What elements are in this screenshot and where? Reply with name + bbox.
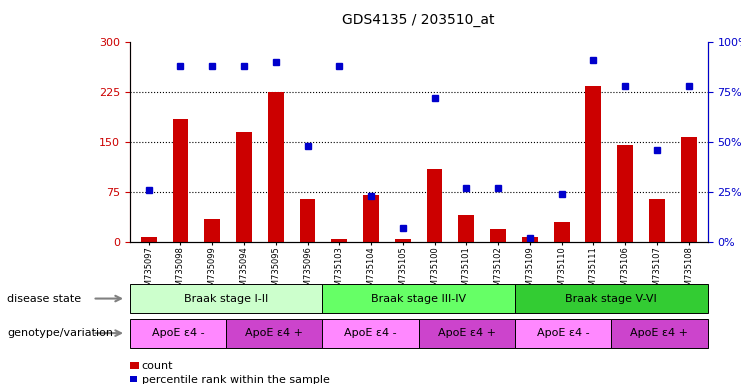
Bar (617, 146, 633, 242)
Bar (515, 319, 611, 348)
Bar (226, 319, 322, 348)
Bar (649, 199, 665, 242)
Text: percentile rank within the sample: percentile rank within the sample (142, 375, 330, 384)
Bar (395, 238, 411, 242)
Text: ApoE ε4 -: ApoE ε4 - (151, 328, 205, 338)
Text: ApoE ε4 -: ApoE ε4 - (536, 328, 590, 338)
Text: ApoE ε4 +: ApoE ε4 + (631, 328, 688, 338)
Text: Braak stage III-IV: Braak stage III-IV (371, 293, 466, 304)
Text: GDS4135 / 203510_at: GDS4135 / 203510_at (342, 13, 495, 27)
Bar (490, 228, 506, 242)
Bar (130, 319, 226, 348)
Bar (331, 238, 348, 242)
Text: ApoE ε4 +: ApoE ε4 + (438, 328, 496, 338)
Text: count: count (142, 361, 173, 371)
Bar (522, 237, 538, 242)
Bar (130, 284, 322, 313)
Text: Braak stage V-VI: Braak stage V-VI (565, 293, 657, 304)
Bar (236, 132, 252, 242)
Bar (419, 319, 515, 348)
Bar (322, 284, 515, 313)
Text: ApoE ε4 -: ApoE ε4 - (344, 328, 397, 338)
Text: Braak stage I-II: Braak stage I-II (184, 293, 268, 304)
Bar (299, 199, 316, 242)
Bar (554, 222, 570, 242)
Bar (681, 137, 697, 242)
Text: disease state: disease state (7, 293, 82, 304)
Bar (173, 119, 188, 242)
Bar (205, 218, 220, 242)
Text: genotype/variation: genotype/variation (7, 328, 113, 338)
Bar (427, 169, 442, 242)
Bar (268, 92, 284, 242)
Bar (322, 319, 419, 348)
Bar (141, 237, 156, 242)
Bar (459, 215, 474, 242)
Bar (611, 319, 708, 348)
Bar (363, 195, 379, 242)
Bar (585, 86, 601, 242)
Text: ApoE ε4 +: ApoE ε4 + (245, 328, 303, 338)
Bar (515, 284, 708, 313)
